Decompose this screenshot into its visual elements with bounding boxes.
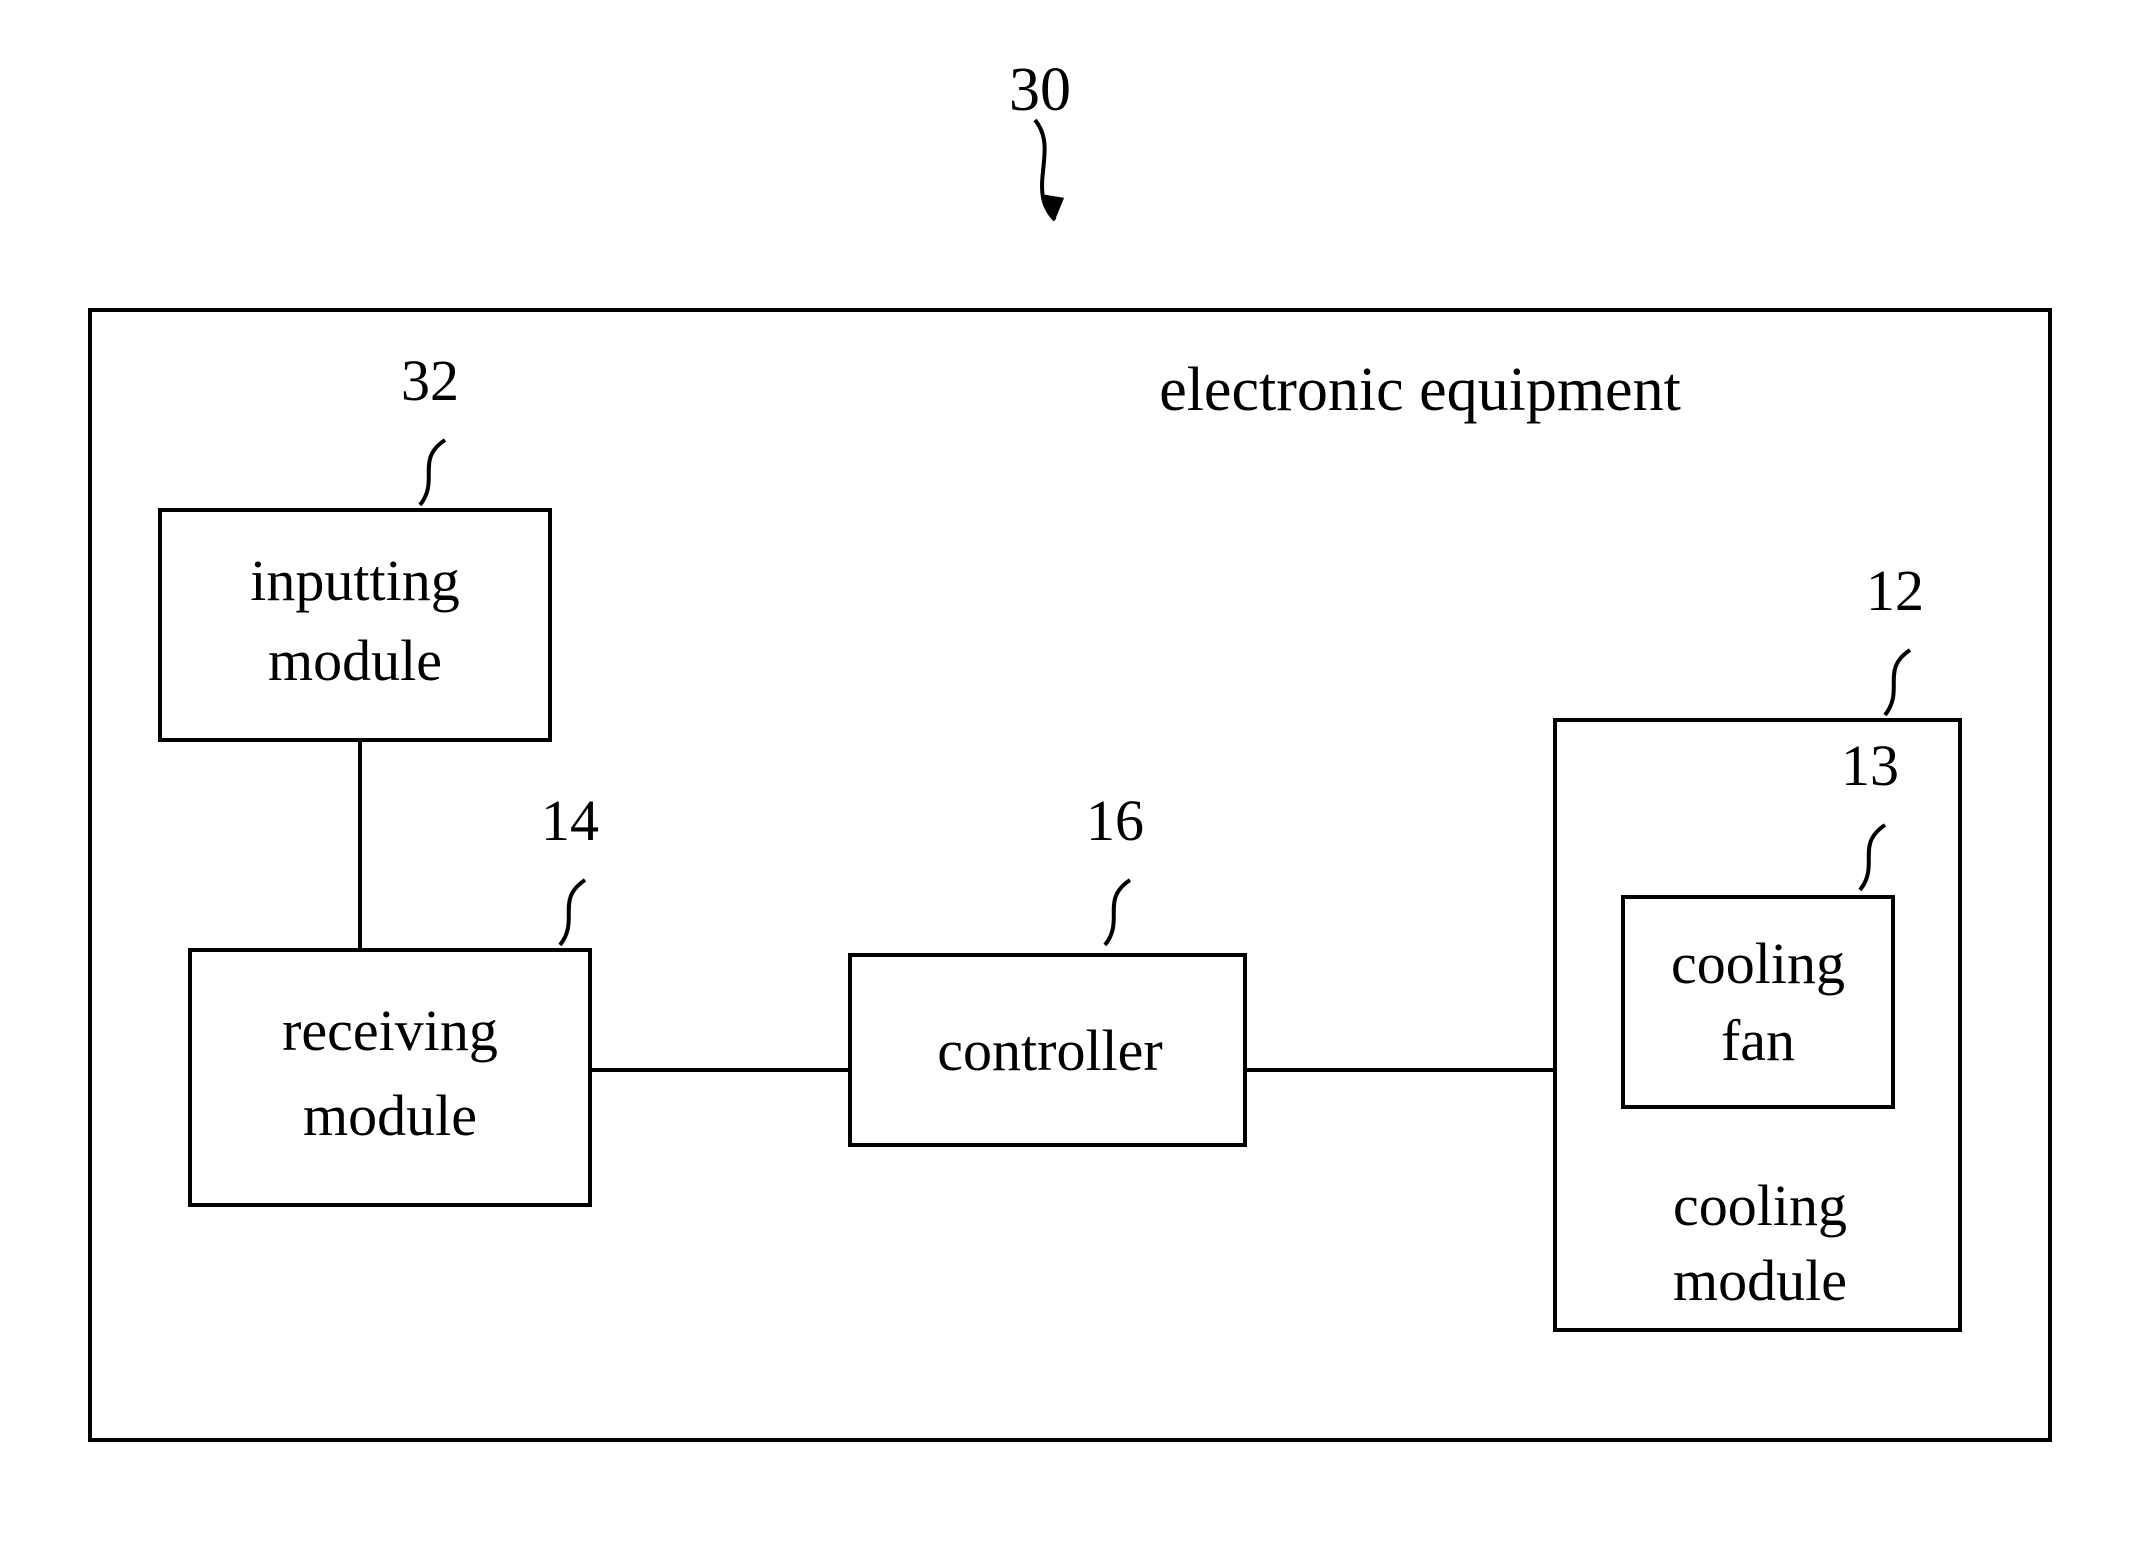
ref-receiving: 14	[541, 788, 599, 853]
label-cooling_module: module	[1673, 1248, 1847, 1313]
label-cooling_module: cooling	[1673, 1173, 1847, 1238]
container-title: electronic equipment	[1159, 356, 1681, 424]
ref-inputting: 32	[401, 348, 459, 413]
label-controller: controller	[937, 1018, 1162, 1083]
label-inputting: module	[268, 628, 442, 693]
label-inputting: inputting	[250, 548, 459, 613]
assembly-ref-number: 30	[1009, 56, 1071, 124]
node-inputting	[160, 510, 550, 740]
label-cooling_fan: fan	[1721, 1008, 1795, 1073]
ref-cooling_fan: 13	[1841, 733, 1899, 798]
lead-controller	[1105, 880, 1130, 945]
ref-controller: 16	[1086, 788, 1144, 853]
lead-receiving	[560, 880, 585, 945]
label-receiving: module	[303, 1083, 477, 1148]
lead-cooling_module	[1885, 650, 1910, 715]
label-cooling_fan: cooling	[1671, 931, 1845, 996]
lead-cooling_fan	[1860, 825, 1885, 890]
node-receiving	[190, 950, 590, 1205]
block-diagram: electronic equipment inputting module 32 rec…	[0, 0, 2132, 1550]
node-cooling_fan	[1623, 897, 1893, 1107]
lead-inputting	[420, 440, 445, 505]
ref-cooling_module: 12	[1866, 558, 1924, 623]
label-receiving: receiving	[282, 998, 498, 1063]
